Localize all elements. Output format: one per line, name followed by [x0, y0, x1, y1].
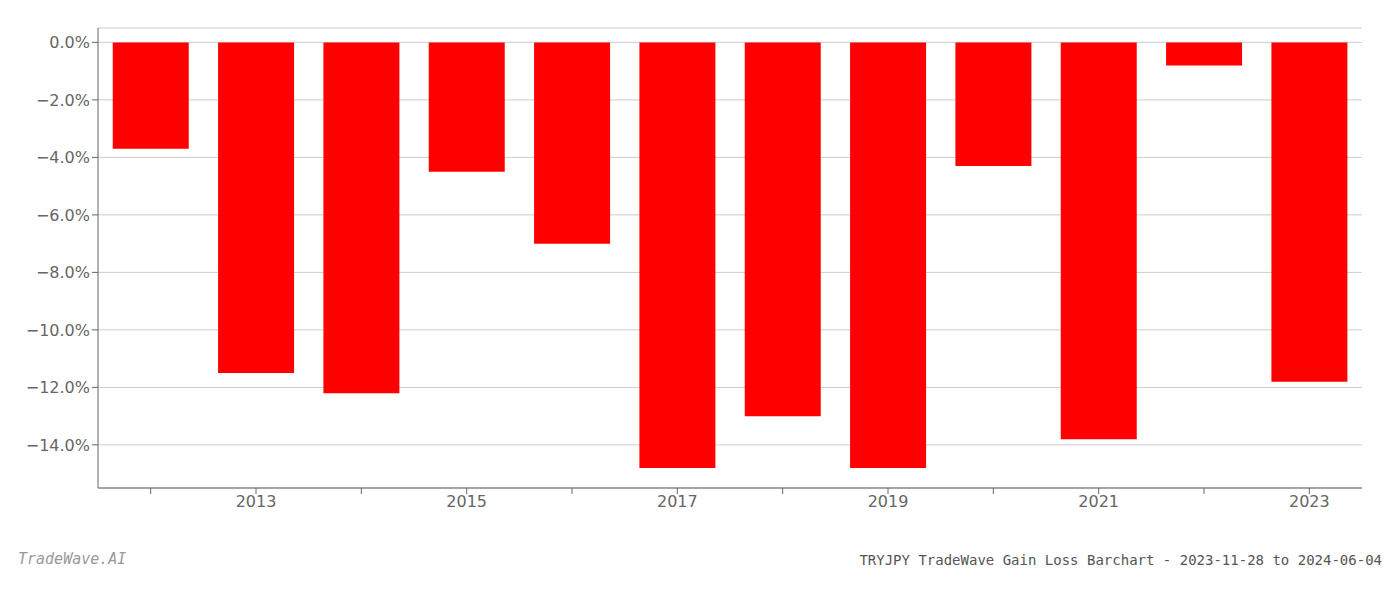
svg-text:2021: 2021	[1078, 492, 1119, 511]
svg-text:−12.0%: −12.0%	[26, 378, 90, 397]
svg-text:2019: 2019	[868, 492, 909, 511]
svg-text:−14.0%: −14.0%	[26, 436, 90, 455]
svg-text:2023: 2023	[1289, 492, 1330, 511]
svg-text:2017: 2017	[657, 492, 698, 511]
html-text:TRYJPY TradeWave Gain Loss Bar: TRYJPY TradeWave Gain Loss Barchart - 20…	[859, 552, 1382, 568]
svg-text:2013: 2013	[236, 492, 277, 511]
html-text:TradeWave.AI: TradeWave.AI	[18, 550, 127, 568]
svg-text:0.0%: 0.0%	[49, 33, 90, 52]
svg-text:−4.0%: −4.0%	[36, 148, 90, 167]
svg-text:2015: 2015	[446, 492, 487, 511]
svg-text:−8.0%: −8.0%	[36, 263, 90, 282]
svg-text:−6.0%: −6.0%	[36, 206, 90, 225]
svg-text:−2.0%: −2.0%	[36, 91, 90, 110]
svg-text:−10.0%: −10.0%	[26, 321, 90, 340]
